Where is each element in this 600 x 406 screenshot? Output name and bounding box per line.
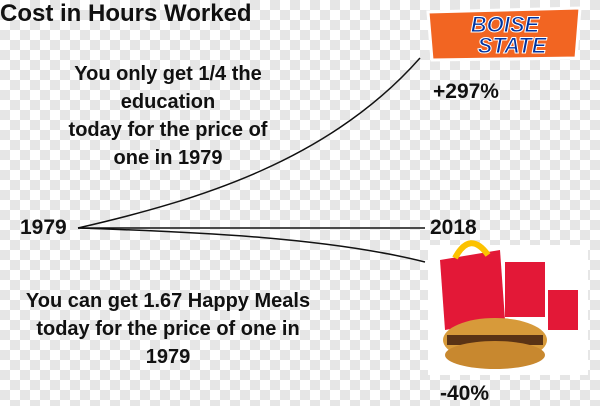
start-label: 1979 bbox=[20, 216, 67, 239]
note-line: today for the price of bbox=[68, 119, 268, 141]
upper-line bbox=[77, 57, 421, 229]
logo: BOISE STATE bbox=[426, 6, 582, 62]
note-line: 1979 bbox=[145, 346, 191, 368]
note-line: education bbox=[120, 91, 216, 113]
note-line: today for the price of one in bbox=[36, 318, 300, 340]
note-line: You can get 1.67 Happy Meals bbox=[25, 290, 311, 312]
logo-text: STATE bbox=[478, 33, 548, 58]
title: Cost in Hours Worked bbox=[0, 0, 252, 27]
lower-change: -40% bbox=[440, 382, 490, 405]
upper-change: +297% bbox=[433, 80, 499, 103]
upper-note: You only get 1/4 the education today for t… bbox=[18, 60, 318, 172]
lower-line bbox=[77, 227, 426, 263]
end-label: 2018 bbox=[430, 216, 477, 239]
meal-image bbox=[428, 240, 588, 375]
note-line: one in 1979 bbox=[113, 147, 223, 169]
logo-text: BOISE bbox=[471, 12, 541, 37]
lower-note: You can get 1.67 Happy Meals today for th… bbox=[18, 287, 318, 371]
note-line: You only get 1/4 the bbox=[74, 63, 262, 85]
